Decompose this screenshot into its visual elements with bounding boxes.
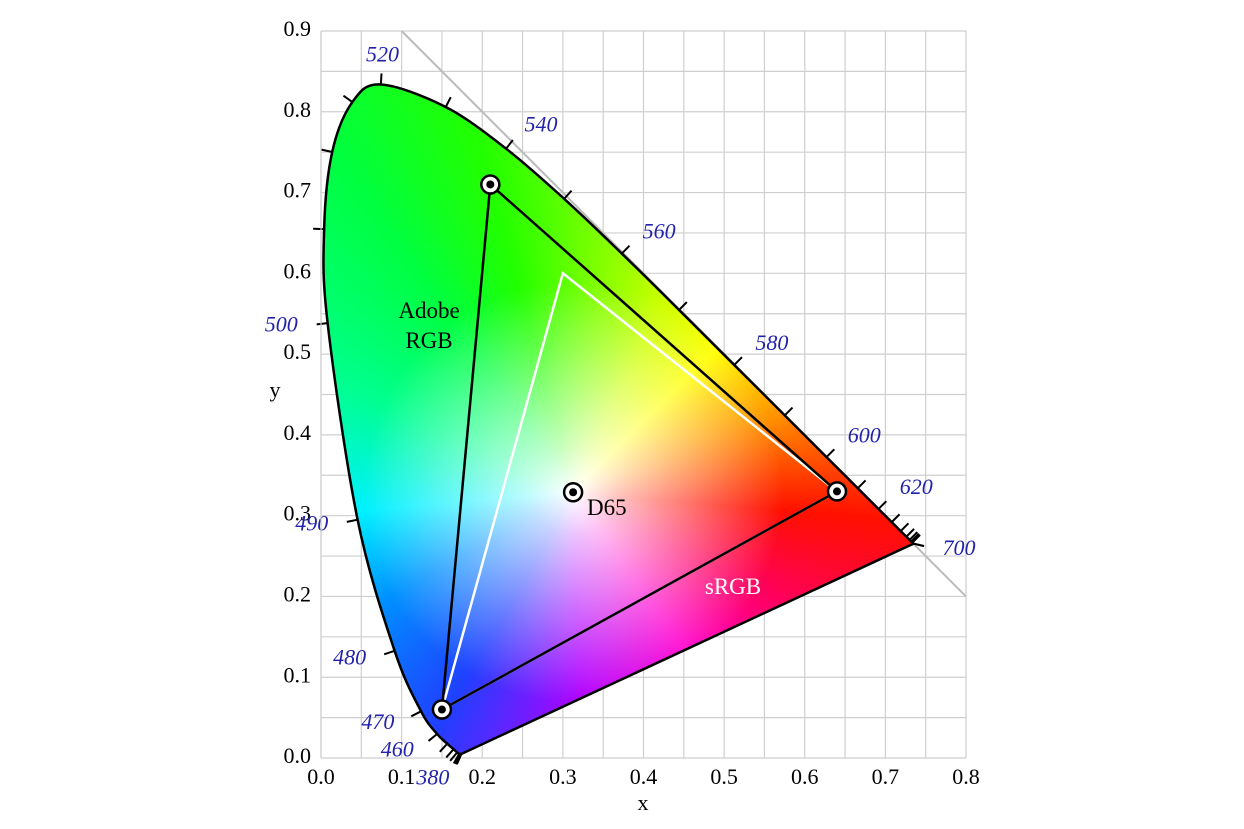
x-axis-label: x (638, 790, 649, 815)
y-tick-label: 0.4 (284, 420, 312, 445)
y-tick-label: 0.9 (284, 16, 312, 41)
wavelength-tick (913, 542, 925, 548)
wavelength-tick (733, 356, 743, 366)
wavelength-tick (346, 518, 358, 523)
wavelength-label: 540 (524, 112, 557, 137)
wavelength-tick (857, 479, 867, 489)
wavelength-tick (449, 751, 458, 762)
gamut-triangle (440, 181, 840, 712)
wavelength-label: 470 (361, 709, 394, 734)
wavelength-tick (316, 322, 328, 326)
x-tick-label: 0.6 (791, 764, 819, 789)
wavelength-tick (911, 534, 921, 544)
x-tick-label: 0.4 (630, 764, 658, 789)
y-tick-label: 0.8 (284, 97, 312, 122)
x-tick-label: 0.1 (388, 764, 416, 789)
wavelength-tick (379, 73, 383, 85)
x-tick-label: 0.7 (872, 764, 900, 789)
white-point-marker-dot (569, 488, 578, 497)
wavelength-tick (454, 753, 462, 765)
y-tick-label: 0.3 (284, 501, 312, 526)
wavelength-tick (342, 94, 353, 103)
wavelength-tick (452, 753, 461, 764)
y-tick-label: 0.1 (284, 662, 312, 687)
wavelength-label: 500 (265, 311, 298, 336)
wavelength-tick (427, 733, 438, 742)
gamut-label: sRGB (704, 574, 762, 599)
x-tick-label: 0.3 (549, 764, 577, 789)
wavelength-label: 380 (415, 765, 449, 790)
x-tick-label: 0.5 (710, 764, 738, 789)
x-tick-label: 0.2 (469, 764, 497, 789)
wavelength-tick (444, 96, 452, 108)
y-tick-label: 0.6 (284, 258, 312, 283)
wavelength-tick (899, 522, 910, 532)
y-tick-label: 0.0 (284, 743, 312, 768)
x-tick-label: 0.8 (952, 764, 980, 789)
wavelength-label: 620 (900, 474, 933, 499)
wavelength-tick (563, 189, 573, 200)
y-tick-label: 0.5 (284, 339, 312, 364)
y-axis-label: y (270, 377, 281, 402)
wavelength-label: 490 (295, 510, 328, 535)
wavelength-tick (825, 448, 835, 458)
wavelength-tick (621, 244, 631, 255)
gamut-label: Adobe RGB (398, 298, 460, 353)
y-tick-label: 0.7 (284, 178, 312, 203)
wavelength-tick (383, 649, 395, 656)
wavelength-tick (905, 528, 915, 538)
wavelength-tick (908, 531, 919, 541)
wavelength-tick (784, 406, 794, 417)
wavelength-tick (445, 748, 455, 759)
wavelength-label: 480 (333, 645, 366, 670)
wavelength-tick (910, 533, 920, 543)
primary-marker-dot (833, 487, 841, 496)
y-tick-label: 0.2 (284, 581, 312, 606)
wavelength-label: 460 (381, 737, 414, 762)
wavelength-tick (877, 500, 888, 510)
wavelength-tick (410, 710, 422, 718)
wavelength-label: 520 (366, 42, 399, 67)
wavelength-tick (439, 743, 448, 753)
wavelength-label: 600 (848, 422, 881, 447)
wavelength-tick (891, 513, 901, 523)
wavelength-tick (678, 301, 688, 311)
wavelength-label: 580 (755, 330, 788, 355)
white-point-label: D65 (587, 495, 627, 520)
wavelength-label: 700 (943, 535, 976, 560)
primary-marker-dot (486, 180, 495, 189)
primary-marker-dot (437, 705, 446, 714)
wavelength-tick (321, 148, 333, 153)
wavelength-label: 560 (643, 218, 676, 243)
x-tick-label: 0.0 (307, 764, 335, 789)
wavelength-tick (505, 139, 514, 150)
